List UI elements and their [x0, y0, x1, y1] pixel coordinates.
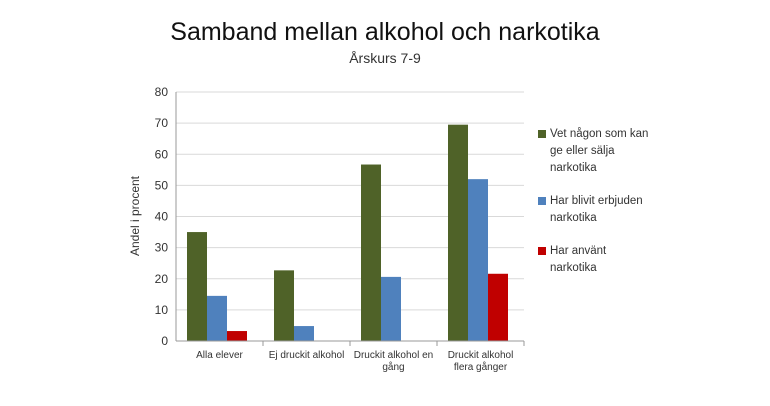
- y-tick-label: 10: [155, 303, 169, 317]
- x-category-label: Druckit alkohol en: [354, 350, 433, 361]
- bar: [381, 276, 401, 341]
- legend-label: narkotika: [550, 162, 597, 174]
- legend-swatch: [538, 197, 546, 205]
- legend: Vet någon som kan ge eller sälja narkotika…: [538, 126, 688, 293]
- y-tick-label: 50: [155, 178, 169, 192]
- x-category-label: Alla elever: [196, 350, 243, 361]
- bar: [207, 295, 227, 341]
- bar: [294, 326, 314, 341]
- axes: 0 10 20 30 40 50 60 70 80 Alla elever Ej druckit a…: [155, 85, 525, 373]
- legend-swatch: [538, 247, 546, 255]
- x-category-label: Druckit alkohol: [448, 350, 514, 361]
- legend-item: Har använt narkotika: [538, 243, 688, 277]
- chart-subtitle: Årskurs 7-9: [349, 50, 421, 66]
- y-tick-label: 60: [155, 147, 169, 161]
- bar: [488, 273, 508, 341]
- bar: [448, 124, 468, 342]
- y-tick-label: 70: [155, 116, 169, 130]
- legend-item: Har blivit erbjuden narkotika: [538, 193, 688, 227]
- x-category-label: flera gånger: [454, 361, 508, 373]
- bar: [361, 164, 381, 341]
- legend-item: Vet någon som kan ge eller sälja narkotika: [538, 126, 688, 177]
- y-tick-label: 20: [155, 272, 169, 286]
- x-category-label: gång: [382, 361, 404, 373]
- legend-label: narkotika: [550, 212, 597, 224]
- bar: [468, 179, 488, 341]
- legend-label: ge eller sälja: [550, 145, 615, 157]
- y-tick-label: 0: [161, 334, 168, 348]
- bars: [187, 124, 508, 342]
- bar: [227, 331, 247, 341]
- y-axis-title: Andel i procent: [128, 175, 142, 256]
- legend-swatch: [538, 130, 546, 138]
- chart-title: Samband mellan alkohol och narkotika: [170, 18, 600, 46]
- legend-label: Vet någon som kan: [550, 128, 649, 140]
- x-category-label: Ej druckit alkohol: [269, 350, 345, 361]
- y-tick-label: 80: [155, 85, 169, 99]
- legend-label: Har använt: [550, 245, 607, 257]
- y-tick-label: 30: [155, 241, 169, 255]
- bar: [187, 232, 207, 341]
- legend-label: Har blivit erbjuden: [550, 195, 643, 207]
- legend-label: narkotika: [550, 262, 597, 274]
- bar: [274, 270, 294, 341]
- y-tick-label: 40: [155, 210, 169, 224]
